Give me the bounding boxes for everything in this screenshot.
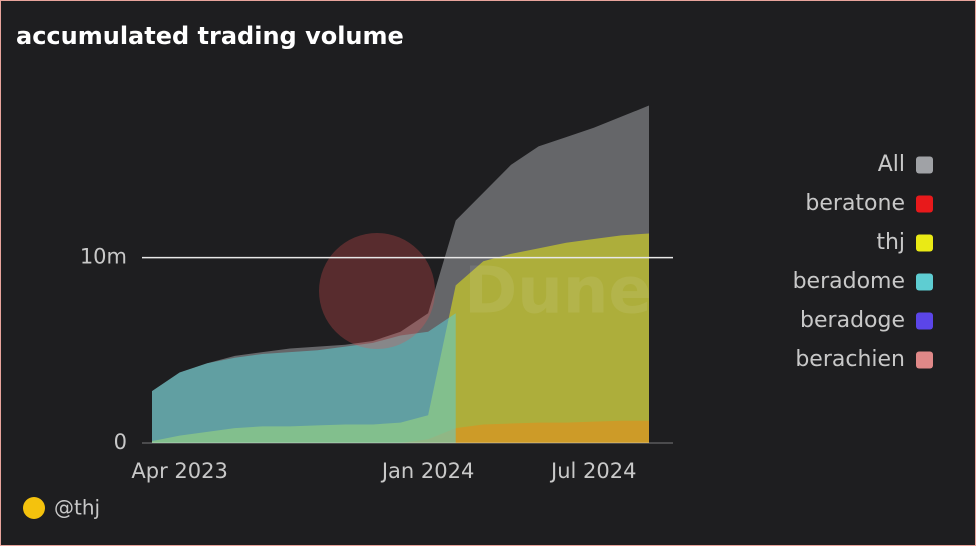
author: @thj (54, 496, 100, 520)
area (152, 313, 456, 443)
plot (152, 105, 649, 443)
legend-label: beratone (805, 191, 905, 216)
legend-label: beradoge (800, 308, 905, 333)
watermark: Dune (464, 255, 652, 329)
chart-title: accumulated trading volume (16, 22, 404, 50)
author-avatar (23, 497, 45, 519)
y-tick-label: 10m (80, 245, 127, 269)
x-tick-label: Jan 2024 (380, 459, 475, 483)
x-tick-label: Apr 2023 (131, 459, 227, 483)
legend-label: All (878, 152, 905, 177)
legend-swatch (916, 195, 933, 213)
legend-swatch (916, 351, 933, 369)
x-tick-label: Jul 2024 (549, 459, 636, 483)
watermark-logo (319, 233, 435, 349)
legend-swatch (916, 234, 933, 252)
area (152, 233, 649, 443)
legend-swatch (916, 156, 933, 174)
legend-label: thj (876, 230, 905, 255)
legend-swatch (916, 312, 933, 330)
legend-swatch (916, 273, 933, 291)
y-tick-label: 0 (114, 430, 127, 454)
legend-label: beradome (793, 269, 905, 294)
legend-label: berachien (795, 347, 905, 372)
